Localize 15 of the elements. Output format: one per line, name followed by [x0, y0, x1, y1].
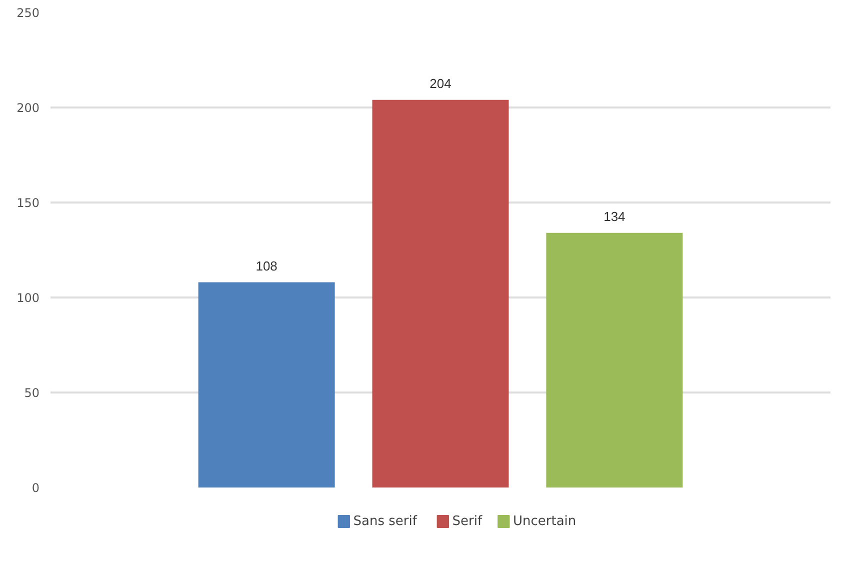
legend-label: Sans serif	[353, 514, 418, 529]
legend-label: Serif	[452, 514, 482, 529]
y-tick-label: 50	[24, 386, 40, 400]
data-label: 204	[430, 76, 452, 91]
data-label: 108	[256, 258, 278, 274]
data-label: 134	[604, 208, 626, 224]
bar	[372, 100, 509, 488]
y-tick-label: 100	[16, 291, 40, 305]
y-tick-label: 0	[32, 481, 40, 495]
y-tick-label: 200	[16, 101, 40, 115]
y-tick-label: 250	[16, 6, 40, 20]
bar	[198, 282, 335, 488]
legend-label: Uncertain	[512, 514, 576, 529]
bar	[546, 232, 683, 488]
y-tick-label: 150	[16, 196, 40, 210]
